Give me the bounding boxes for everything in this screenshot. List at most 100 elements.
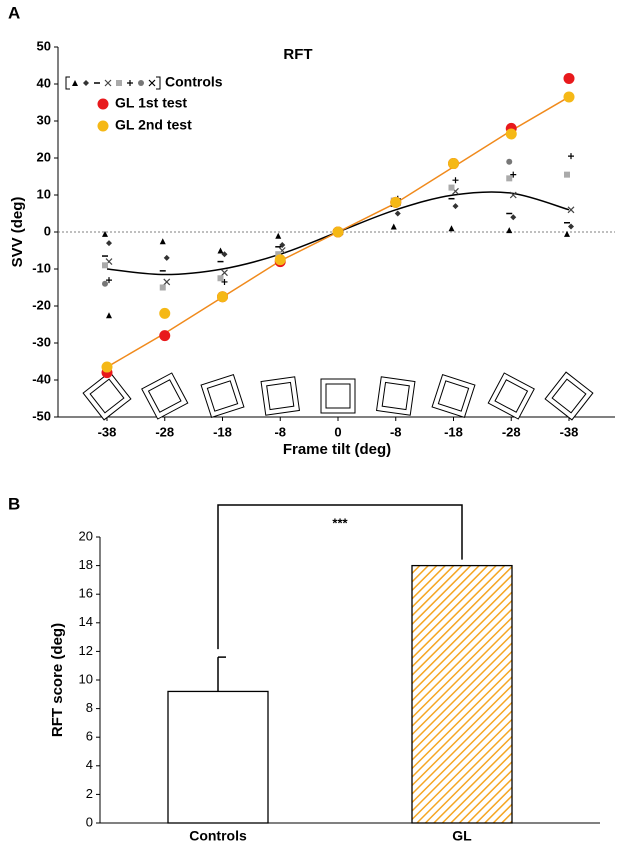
control-point — [221, 269, 228, 277]
panel-letter: A — [8, 3, 20, 22]
frame-outer — [487, 372, 535, 420]
x-tick-label: 0 — [334, 424, 341, 439]
frame-icon — [375, 376, 416, 416]
legend-symbol — [83, 80, 89, 86]
frame-icon — [320, 378, 356, 414]
y-tick-label: 20 — [79, 528, 93, 543]
legend-symbol — [104, 79, 112, 87]
y-tick-label: -10 — [32, 260, 51, 275]
frame-inner — [206, 380, 239, 412]
control-point — [510, 214, 517, 221]
control-point — [568, 153, 574, 160]
frame-inner — [381, 381, 410, 411]
control-point — [106, 312, 112, 319]
control-point — [106, 277, 112, 284]
x-tick-label: -8 — [390, 424, 402, 439]
control-point — [564, 230, 570, 237]
y-tick-label: 10 — [79, 671, 93, 686]
gl-point — [563, 72, 575, 84]
legend-symbol — [148, 79, 156, 87]
control-point — [106, 240, 112, 247]
legend-bracket — [65, 76, 70, 90]
control-point — [159, 238, 166, 245]
control-point — [102, 230, 108, 237]
frame-inner — [494, 379, 529, 413]
y-tick-label: 12 — [79, 643, 93, 658]
legend-symbol — [127, 80, 133, 86]
control-point — [217, 247, 224, 254]
control-point — [567, 206, 575, 214]
frame-icon — [544, 371, 594, 421]
x-axis-label: Frame tilt (deg) — [283, 441, 391, 458]
y-tick-label: 10 — [37, 186, 51, 201]
frame-icon — [141, 372, 189, 420]
frame-icon — [260, 376, 301, 416]
frame-outer — [141, 372, 189, 420]
legend-swatch — [97, 120, 109, 132]
y-axis-label: SVV (deg) — [9, 197, 26, 268]
x-tick-label: -28 — [155, 424, 174, 439]
control-point — [163, 278, 171, 286]
significance-bracket — [217, 504, 463, 650]
y-tick-label: 14 — [79, 614, 93, 629]
y-tick-label: 16 — [79, 586, 93, 601]
control-point — [390, 223, 397, 230]
control-point — [506, 175, 513, 182]
control-point — [163, 254, 170, 261]
y-tick-label: 4 — [86, 757, 93, 772]
control-point — [221, 278, 228, 285]
control-point — [394, 210, 401, 217]
significance-label: *** — [332, 515, 348, 530]
frame-icon — [431, 373, 476, 419]
y-tick-label: -20 — [32, 297, 51, 312]
control-point — [506, 158, 513, 165]
x-tick-label: -38 — [560, 424, 579, 439]
frame-outer — [375, 376, 416, 416]
control-point — [159, 284, 166, 291]
control-point — [568, 223, 574, 230]
gl-point — [274, 254, 286, 266]
x-tick-label: GL — [452, 828, 472, 844]
gl-point — [505, 128, 517, 140]
control-point — [275, 232, 282, 239]
panel-letter: B — [8, 494, 20, 513]
frame-icon — [200, 373, 245, 419]
frame-outer — [82, 371, 132, 421]
control-point — [506, 227, 513, 234]
x-tick-label: Controls — [189, 828, 247, 844]
y-tick-label: 0 — [44, 223, 51, 238]
frame-inner — [325, 383, 351, 409]
control-point — [448, 184, 455, 191]
control-point — [509, 191, 517, 199]
y-tick-label: 20 — [37, 149, 51, 164]
bar — [167, 690, 269, 824]
gl-point — [217, 291, 228, 303]
gl-point — [563, 91, 575, 103]
legend-symbol — [116, 80, 122, 86]
control-point — [448, 225, 455, 232]
frame-outer — [200, 373, 245, 419]
chart-title: RFT — [283, 46, 312, 63]
frame-inner — [266, 381, 295, 411]
gl-point — [448, 158, 459, 170]
y-tick-label: -50 — [32, 408, 51, 423]
frame-inner — [89, 378, 125, 414]
x-tick-label: -28 — [502, 424, 521, 439]
gl-point — [390, 196, 402, 208]
frame-outer — [544, 371, 594, 421]
control-point — [102, 262, 108, 269]
y-tick-label: -40 — [32, 371, 51, 386]
y-tick-label: 40 — [37, 75, 51, 90]
legend-label: GL 1st test — [115, 95, 187, 111]
legend-swatch — [97, 98, 109, 110]
y-tick-label: 6 — [86, 729, 93, 744]
legend-symbol — [138, 80, 144, 86]
frame-inner — [551, 378, 587, 414]
x-tick-label: -18 — [444, 424, 463, 439]
legend-label: Controls — [165, 74, 223, 90]
y-tick-label: -30 — [32, 334, 51, 349]
control-point — [452, 177, 459, 184]
legend-label: GL 2nd test — [115, 117, 192, 133]
gl-point — [332, 226, 344, 238]
